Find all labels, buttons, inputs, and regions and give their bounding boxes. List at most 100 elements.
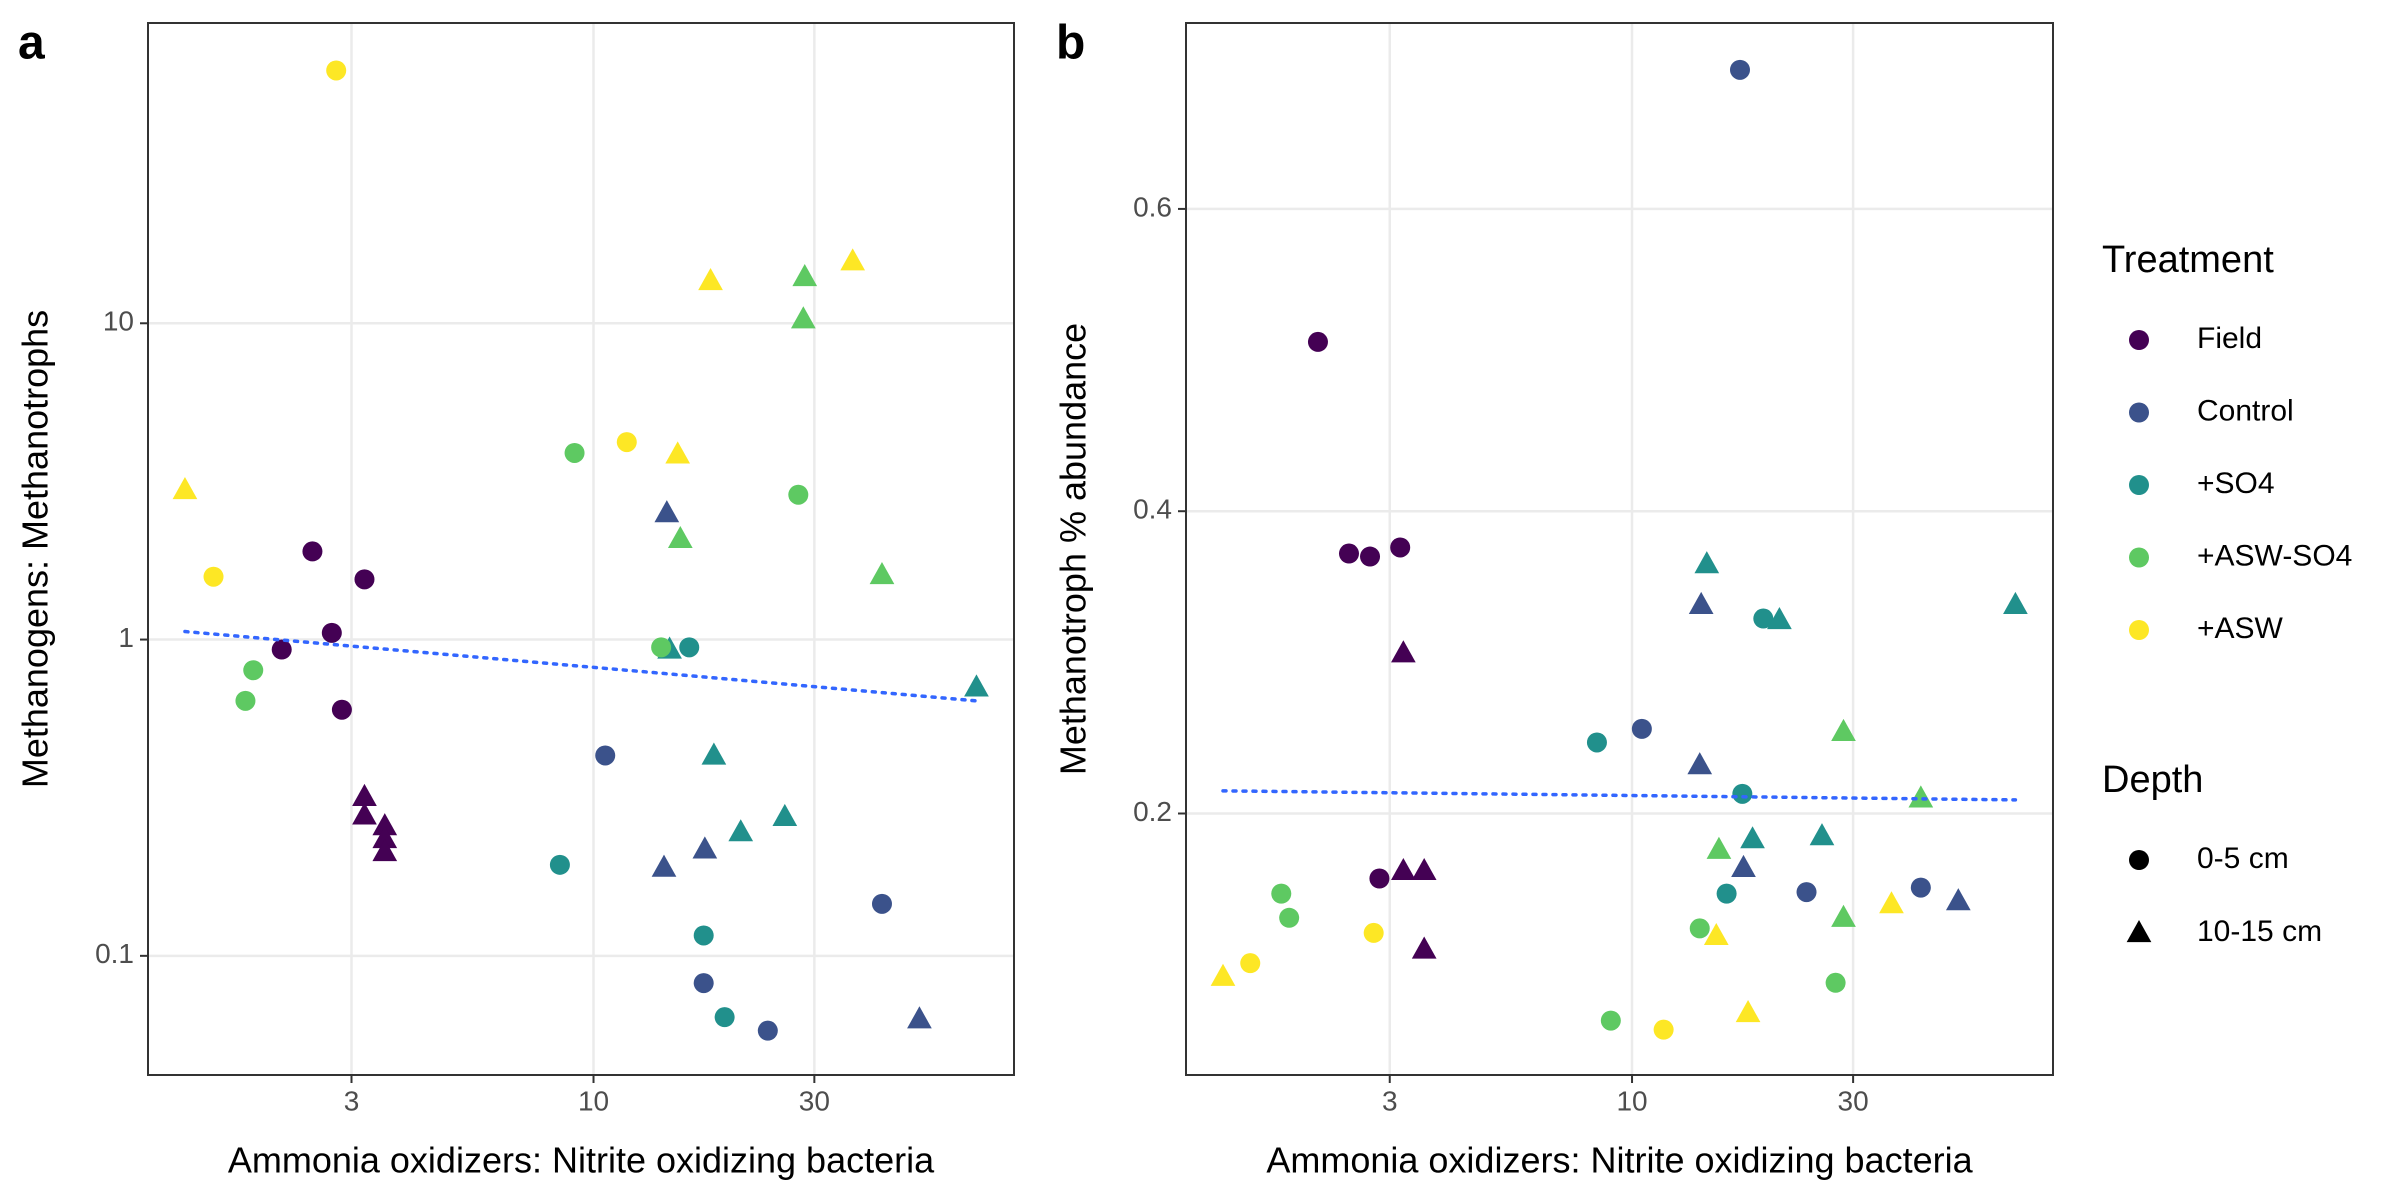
point-triangle [840, 248, 866, 271]
point-triangle [772, 803, 798, 826]
y-axis-title: Methanogens: Methanotrophs [15, 310, 56, 788]
point-circle [1271, 883, 1292, 904]
point-triangle [964, 674, 989, 697]
legend-label: 0-5 cm [2197, 842, 2289, 875]
y-tick-label: 10 [103, 306, 134, 337]
point-triangle [1945, 888, 1971, 911]
point-triangle [701, 742, 727, 765]
point-circle [757, 1020, 778, 1041]
point-triangle [372, 838, 398, 862]
point-triangle [792, 264, 818, 287]
plot-frame [1185, 22, 2054, 1076]
x-axis-title: Ammonia oxidizers: Nitrite oxidizing bac… [228, 1140, 935, 1181]
point-circle [1600, 1010, 1621, 1031]
trend-line [1221, 789, 2018, 802]
point-circle [1689, 918, 1710, 939]
point-triangle [1391, 640, 1416, 663]
x-tick-label: 3 [344, 1085, 360, 1116]
point-circle [549, 854, 570, 875]
legend-label: 10-15 cm [2197, 915, 2322, 948]
x-axis-title: Ammonia oxidizers: Nitrite oxidizing bac… [1266, 1140, 1973, 1181]
point-triangle [1411, 936, 1437, 959]
point-circle [1910, 877, 1931, 898]
point-triangle [1879, 891, 1904, 914]
x-tick-label: 10 [578, 1085, 609, 1116]
point-circle [1753, 608, 1774, 629]
point-triangle [2003, 591, 2028, 615]
legend-swatch [2129, 547, 2149, 568]
point-triangle [1694, 551, 1720, 574]
point-circle [788, 484, 809, 505]
legend-label: Field [2197, 322, 2262, 355]
y-tick-label: 0.4 [1133, 494, 1172, 525]
legend-label: +ASW [2197, 612, 2284, 645]
point-circle [616, 432, 637, 453]
point-circle [326, 60, 347, 81]
point-circle [331, 699, 352, 720]
point-circle [1796, 882, 1817, 903]
y-tick-label: 0.2 [1133, 796, 1172, 827]
point-circle [693, 925, 714, 946]
point-circle [203, 566, 224, 587]
point-triangle [1687, 752, 1713, 775]
point-triangle [728, 819, 754, 842]
point-circle [1653, 1019, 1674, 1040]
point-triangle [1831, 904, 1856, 927]
point-triangle [1411, 857, 1437, 881]
point-triangle [1210, 963, 1236, 986]
point-circle [321, 622, 342, 643]
legend-swatch [2129, 620, 2149, 640]
point-circle [714, 1007, 735, 1028]
plot-background [148, 23, 1014, 1075]
legend-swatch [2126, 920, 2152, 943]
point-circle [1363, 922, 1384, 943]
legend-swatch [2129, 850, 2149, 870]
point-circle [1369, 868, 1390, 889]
point-triangle [1740, 826, 1765, 849]
point-triangle [352, 783, 377, 807]
legend-label: Control [2197, 394, 2294, 427]
point-triangle [1391, 857, 1416, 881]
point-circle [1279, 907, 1300, 928]
point-triangle [352, 802, 377, 825]
point-circle [651, 637, 672, 658]
point-triangle [692, 836, 718, 859]
point-circle [1732, 783, 1753, 804]
point-circle [1390, 537, 1411, 558]
point-triangle [1735, 1000, 1761, 1023]
panel-letter: a [18, 17, 45, 70]
point-triangle [667, 525, 693, 549]
point-triangle [1703, 922, 1729, 946]
point-triangle [651, 854, 677, 877]
point-triangle [790, 306, 816, 329]
x-tick-label: 30 [799, 1085, 830, 1116]
plot-background [1186, 23, 2053, 1075]
point-circle [564, 442, 585, 463]
trend-line [183, 629, 979, 703]
point-circle [243, 660, 264, 681]
point-triangle [698, 268, 723, 291]
point-circle [1307, 331, 1328, 352]
point-circle [271, 639, 292, 660]
legend-title: Treatment [2102, 239, 2274, 281]
panel-letter: b [1056, 17, 1085, 70]
point-circle [595, 745, 616, 766]
plot-frame [147, 22, 1015, 1076]
point-circle [235, 690, 256, 711]
point-circle [1360, 546, 1381, 567]
point-triangle [665, 441, 691, 464]
point-triangle [1688, 591, 1714, 615]
y-tick-label: 1 [118, 622, 134, 653]
point-triangle [1731, 854, 1756, 878]
point-circle [1825, 972, 1846, 993]
point-triangle [1809, 823, 1835, 846]
point-triangle [372, 813, 398, 836]
legend-swatch [2129, 330, 2149, 350]
point-triangle [869, 561, 895, 585]
point-circle [679, 637, 700, 658]
legend-title: Depth [2102, 759, 2203, 801]
y-axis-title: Methanotroph % abundance [1053, 323, 1094, 775]
point-triangle [907, 1006, 932, 1029]
point-triangle [172, 477, 198, 500]
